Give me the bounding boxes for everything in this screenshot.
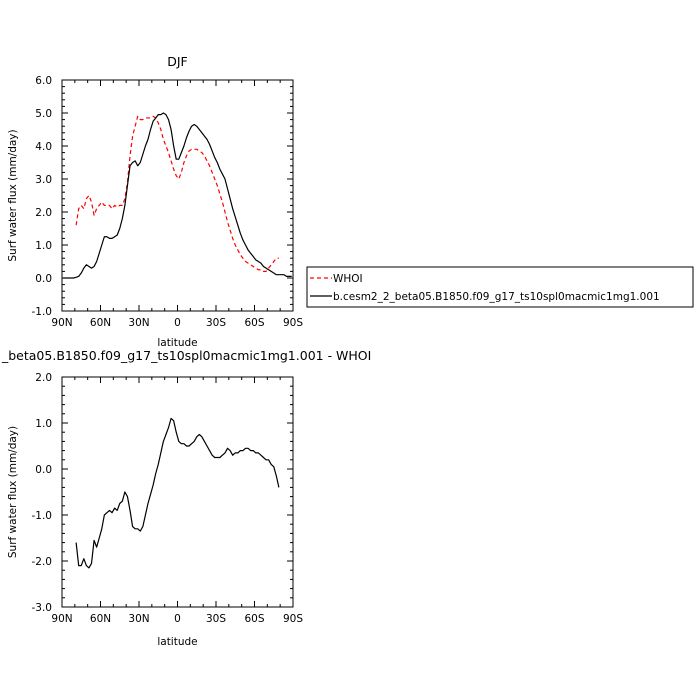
top-chart-legend: WHOI b.cesm2_2_beta05.B1850.f09_g17_ts10… (306, 266, 694, 308)
top-chart-x-tick-label: 60N (90, 317, 111, 329)
top-chart-y-tick-label: 0.0 (35, 273, 52, 285)
bottom-chart-y-tick-label: 1.0 (35, 418, 52, 430)
bottom-chart-y-tick-label: 2.0 (35, 372, 52, 384)
top-chart-title: DJF (167, 54, 188, 69)
bottom-chart-x-tick-label: 30N (128, 613, 149, 625)
top-chart-y-label: Surf water flux (mm/day) (7, 129, 19, 261)
bottom-chart-ticks: 90N 60N 30N 0 30S 60S 90S 2.0 1.0 0.0 -1.0 -2.0 -3.0 (32, 372, 304, 625)
top-chart-y-tick-label: -1.0 (32, 306, 53, 318)
top-chart-series-line-1 (75, 115, 279, 272)
bottom-chart-y-label: Surf water flux (mm/day) (7, 426, 19, 558)
bottom-chart-x-tick-label: 90S (283, 613, 303, 625)
bottom-chart-series (75, 417, 280, 569)
bottom-chart-title: _beta05.B1850.f09_g17_ts10spl0macmic1mg1… (1, 348, 371, 363)
top-chart-x-tick-label: 30S (206, 317, 226, 329)
top-chart-y-tick-label: 5.0 (35, 108, 52, 120)
bottom-chart-plot-border (61, 376, 294, 608)
bottom-chart-x-tick-label: 30S (206, 613, 226, 625)
top-chart-plot-border (61, 79, 294, 312)
top-chart: DJF latitude Surf water flux (mm/day) 90… (7, 54, 303, 349)
legend-box (306, 266, 694, 308)
bottom-chart: _beta05.B1850.f09_g17_ts10spl0macmic1mg1… (1, 348, 371, 648)
bottom-chart-x-tick-label: 0 (174, 613, 181, 625)
top-chart-frame (61, 79, 294, 312)
top-chart-y-tick-label: 4.0 (35, 141, 52, 153)
bottom-chart-x-tick-label: 60N (90, 613, 111, 625)
top-chart-x-tick-label: 90N (51, 317, 72, 329)
top-chart-x-label: latitude (157, 337, 197, 349)
bottom-chart-y-tick-label: -2.0 (32, 556, 53, 568)
top-chart-y-tick-label: 2.0 (35, 207, 52, 219)
top-chart-y-tick-label: 6.0 (35, 75, 52, 87)
bottom-chart-x-tick-label: 60S (244, 613, 264, 625)
top-chart-x-tick-label: 60S (244, 317, 264, 329)
top-chart-x-tick-label: 90S (283, 317, 303, 329)
bottom-chart-x-label: latitude (157, 636, 197, 648)
top-chart-series (63, 112, 292, 279)
bottom-chart-y-tick-label: 0.0 (35, 464, 52, 476)
top-chart-y-tick-label: 3.0 (35, 174, 52, 186)
top-chart-y-tick-label: 1.0 (35, 240, 52, 252)
bottom-chart-y-tick-label: -1.0 (32, 510, 53, 522)
bottom-chart-series-line-1 (75, 417, 280, 569)
top-chart-ticks: 90N 60N 30N 0 30S 60S 90S 6.0 5.0 4.0 3.0 2.0 1.0 0.0… (32, 75, 304, 329)
top-chart-x-tick-label: 0 (174, 317, 181, 329)
bottom-chart-frame (61, 376, 294, 608)
bottom-chart-y-tick-label: -3.0 (32, 602, 53, 614)
legend-label-model: b.cesm2_2_beta05.B1850.f09_g17_ts10spl0m… (333, 291, 660, 303)
legend-label-whoi: WHOI (333, 273, 363, 285)
top-chart-series-line-2 (63, 112, 292, 279)
top-chart-x-tick-label: 30N (128, 317, 149, 329)
bottom-chart-x-tick-label: 90N (51, 613, 72, 625)
